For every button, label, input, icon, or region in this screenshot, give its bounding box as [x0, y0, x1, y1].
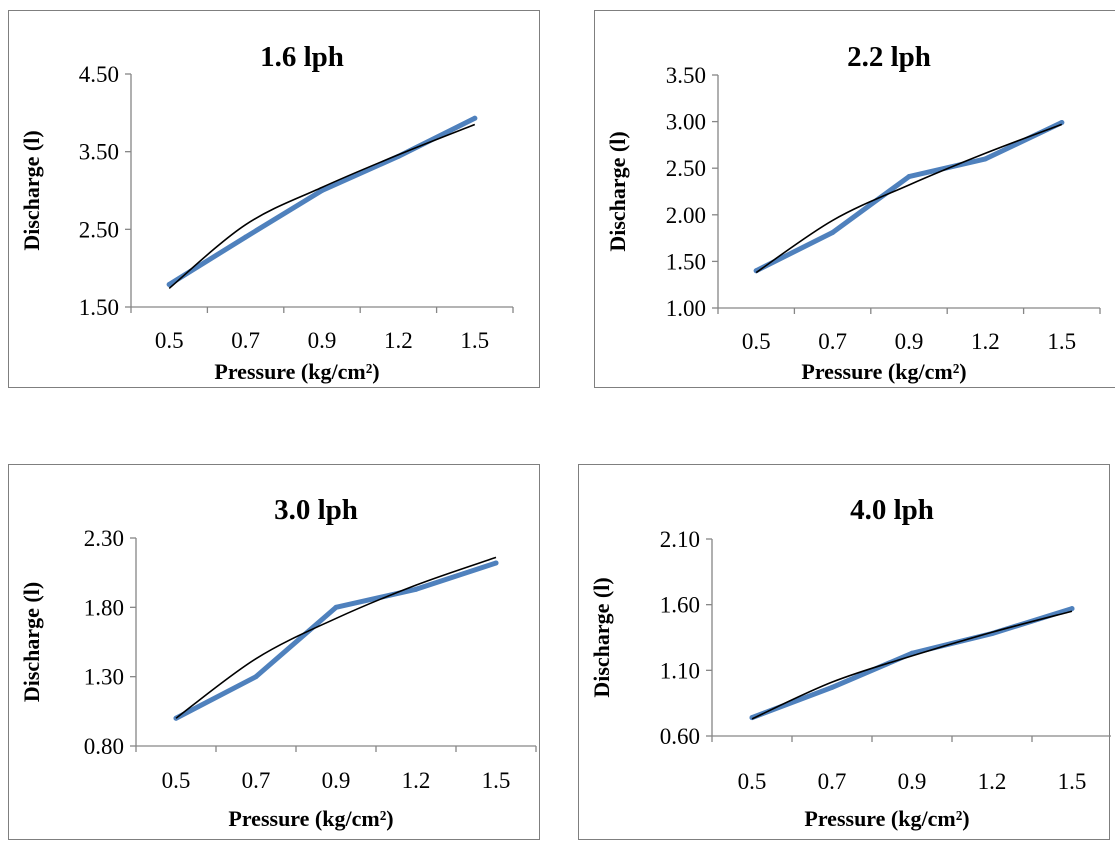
- chart-2-data-point: [1059, 120, 1065, 126]
- chart-3-xtick-label: 0.7: [242, 768, 271, 793]
- chart-1: 1.6 lph 1.50 2.50 3.50 4.50 0.5 0.7 0.9 1.2 1.5 Pr…: [19, 41, 514, 384]
- chart-1-xtick-label: 0.9: [308, 328, 337, 353]
- chart-2-ytick-label: 2.00: [666, 203, 706, 228]
- chart-2-xtick-label: 1.2: [971, 329, 1000, 354]
- chart-3-xtick-label: 0.9: [322, 768, 351, 793]
- chart-2-data-point: [830, 230, 836, 236]
- chart-3-data-point: [333, 604, 339, 610]
- chart-1-data-point: [243, 234, 249, 240]
- chart-2-ytick-label: 1.50: [666, 249, 706, 274]
- chart-1-xtick-label: 1.2: [384, 328, 413, 353]
- chart-2: 2.2 lph 1.00 1.50 2.00 2.50 3.00 3.50 0.5 0.7 0.9…: [605, 41, 1101, 384]
- chart-2-series-line: [753, 120, 1065, 274]
- chart-4-trend-line: [751, 610, 1073, 720]
- chart-4-ytick-label: 1.10: [660, 658, 700, 683]
- chart-1-data-point: [166, 281, 172, 287]
- chart-1-xtick-label: 0.7: [231, 328, 260, 353]
- chart-1-ytick-label: 1.50: [79, 295, 119, 320]
- chart-3: 3.0 lph 0.80 1.30 1.80 2.30 0.5 0.7 0.9 1.2 1.5 Pr…: [19, 494, 537, 831]
- chart-3-title: 3.0 lph: [274, 494, 358, 526]
- chart-3-xtick-label: 1.2: [402, 768, 431, 793]
- chart-2-y-label: Discharge (l): [605, 131, 630, 251]
- chart-2-data-point: [982, 156, 988, 162]
- chart-4-title: 4.0 lph: [850, 494, 934, 526]
- chart-4-xtick-label: 0.7: [818, 769, 847, 794]
- chart-3-ytick-label: 1.30: [84, 665, 124, 690]
- chart-3-xtick-label: 1.5: [482, 768, 511, 793]
- chart-4-y-label: Discharge (l): [589, 577, 614, 697]
- chart-3-x-label: Pressure (kg/cm²): [228, 806, 393, 831]
- chart-3-trend-line: [175, 556, 497, 719]
- chart-3-data-point: [413, 586, 419, 592]
- chart-panel-1: 1.6 lph 1.50 2.50 3.50 4.50 0.5 0.7 0.9 1.2 1.5 Pr…: [8, 10, 540, 388]
- chart-panel-2: 2.2 lph 1.00 1.50 2.00 2.50 3.00 3.50 0.5 0.7 0.9…: [594, 10, 1115, 388]
- chart-2-xtick-label: 0.9: [895, 329, 924, 354]
- chart-1-trend-line: [168, 123, 476, 289]
- chart-4-data-point: [1069, 606, 1075, 612]
- chart-3-data-point: [493, 560, 499, 566]
- chart-4-ytick-label: 2.10: [660, 527, 700, 552]
- chart-3-ytick-label: 2.30: [84, 526, 124, 551]
- chart-2-x-label: Pressure (kg/cm²): [801, 359, 966, 384]
- chart-panel-4: 4.0 lph 0.60 1.10 1.60 2.10 0.5 0.7 0.9 1.2 1.5 Pr…: [578, 464, 1111, 840]
- chart-1-y-label: Discharge (l): [19, 130, 44, 250]
- chart-4-xtick-label: 1.2: [978, 769, 1007, 794]
- chart-4-xtick-label: 1.5: [1058, 769, 1087, 794]
- chart-3-data-point: [253, 674, 259, 680]
- chart-4: 4.0 lph 0.60 1.10 1.60 2.10 0.5 0.7 0.9 1.2 1.5 Pr…: [589, 494, 1111, 831]
- chart-1-ytick-label: 3.50: [79, 140, 119, 165]
- chart-3-ytick-label: 1.80: [84, 595, 124, 620]
- chart-4-series-line: [749, 606, 1075, 721]
- chart-1-data-point: [472, 115, 478, 121]
- chart-4-data-point: [909, 650, 915, 656]
- chart-4-xtick-label: 0.9: [898, 769, 927, 794]
- chart-1-data-point: [319, 188, 325, 193]
- chart-2-ytick-label: 2.50: [666, 156, 706, 181]
- chart-2-data-point: [906, 174, 912, 180]
- chart-2-xtick-label: 0.7: [818, 329, 847, 354]
- chart-1-x-label: Pressure (kg/cm²): [214, 359, 379, 384]
- chart-1-xtick-label: 0.5: [155, 328, 184, 353]
- chart-2-xtick-label: 0.5: [742, 329, 771, 354]
- chart-3-ytick-label: 0.80: [84, 734, 124, 759]
- chart-4-xtick-label: 0.5: [738, 769, 767, 794]
- chart-3-y-label: Discharge (l): [19, 582, 44, 702]
- chart-4-ytick-label: 1.60: [660, 593, 700, 618]
- chart-3-xtick-label: 0.5: [162, 768, 191, 793]
- chart-2-ytick-label: 3.50: [666, 63, 706, 88]
- chart-2-trend-line: [755, 123, 1063, 274]
- chart-1-title: 1.6 lph: [260, 41, 344, 73]
- chart-4-ytick-label: 0.60: [660, 724, 700, 749]
- chart-1-ytick-label: 4.50: [79, 62, 119, 87]
- chart-3-series-line: [173, 560, 499, 721]
- chart-1-xtick-label: 1.5: [460, 328, 489, 353]
- chart-panel-3: 3.0 lph 0.80 1.30 1.80 2.30 0.5 0.7 0.9 1.2 1.5 Pr…: [8, 464, 540, 840]
- chart-4-x-label: Pressure (kg/cm²): [804, 806, 969, 831]
- chart-2-title: 2.2 lph: [847, 41, 931, 73]
- chart-2-ytick-label: 1.00: [666, 296, 706, 321]
- chart-1-ytick-label: 2.50: [79, 217, 119, 242]
- chart-2-xtick-label: 1.5: [1047, 329, 1076, 354]
- chart-4-data-point: [829, 684, 835, 690]
- chart-2-ytick-label: 3.00: [666, 110, 706, 135]
